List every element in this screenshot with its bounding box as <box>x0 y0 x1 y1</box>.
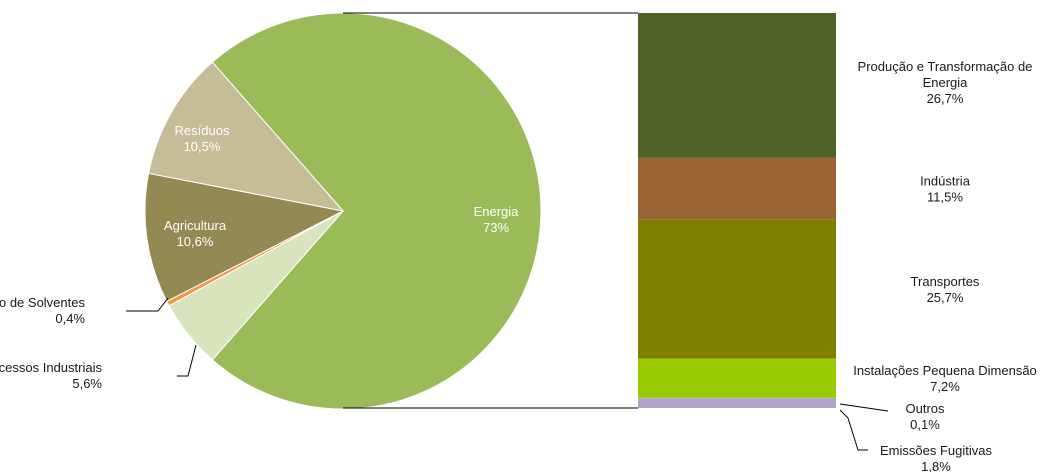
bar-segment-industria <box>638 157 836 220</box>
pie-bar-connectors <box>343 12 638 409</box>
bar-segment-emissoes-fugitivas <box>638 398 836 408</box>
leader-line-uso-de-solventes <box>126 297 169 312</box>
bar-label-producao-e-transformacao-de-energia: Produção e Transformação de Energia 26,7% <box>858 59 1033 106</box>
bar-label-transportes: Transportes 25,7% <box>911 274 980 305</box>
pie-label-residuos: Resíduos 10,5% <box>175 123 230 154</box>
pie-label-energia: Energia 73% <box>474 204 520 235</box>
pie-label-agricultura: Agricultura 10,6% <box>164 218 227 249</box>
leader-line-emissoes-fugitivas <box>839 409 868 451</box>
bar-segment-instalacoes-pequena-dimensao <box>638 358 836 398</box>
stacked-bar <box>638 13 836 408</box>
pie-slice-agricultura <box>144 172 345 303</box>
bar-label-outros: Outros 0,1% <box>905 401 945 432</box>
bar-label-industria: Indústria 11,5% <box>920 174 971 205</box>
pie-slice-energia <box>211 12 542 410</box>
bar-segment-producao-e-transformacao-de-energia <box>638 13 836 158</box>
pie-chart <box>144 12 542 410</box>
bar-label-instalacoes-pequena-dimensao: Instalações Pequena Dimensão 7,2% <box>853 363 1037 394</box>
leader-line-outros <box>839 403 889 412</box>
leader-line-processos-industriais <box>177 344 197 377</box>
bar-label-emissoes-fugitivas: Emissões Fugitivas 1,8% <box>880 443 992 472</box>
pie-slice-residuos <box>148 61 345 212</box>
bar-segment-outros <box>638 397 836 399</box>
bar-segment-transportes <box>638 219 836 359</box>
